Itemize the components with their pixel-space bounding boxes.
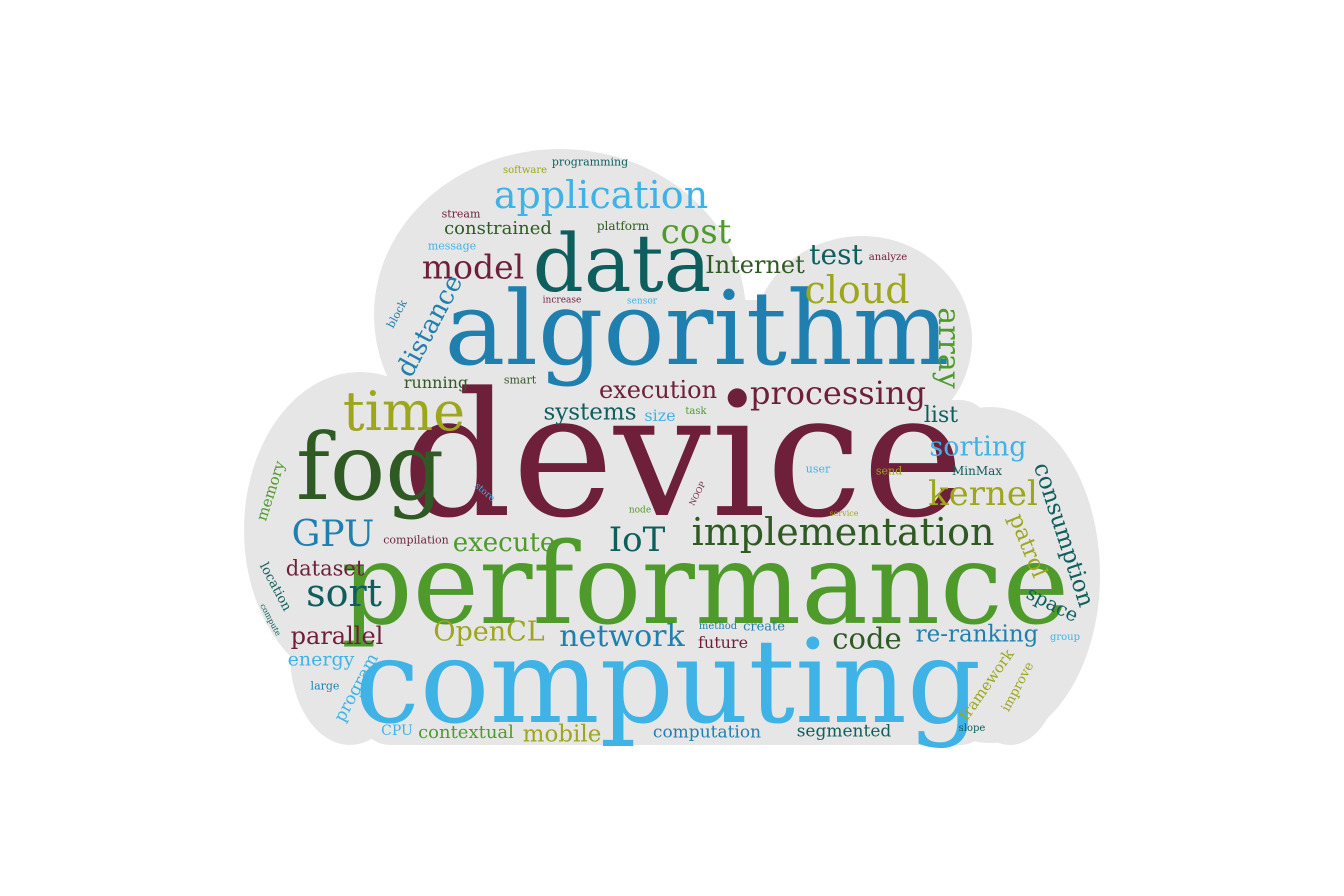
word-code: code [832, 621, 902, 656]
word-large: large [310, 679, 340, 693]
word-sorting: sorting [929, 431, 1027, 463]
word-cloud: cloud [804, 268, 910, 312]
word-running: running [403, 373, 469, 392]
word-task: task [685, 406, 707, 417]
word-cost: cost [660, 212, 732, 252]
word-create: create [743, 619, 785, 635]
word-GPU: GPU [291, 514, 375, 555]
word-test: test [809, 238, 863, 271]
word-service: service [829, 509, 859, 518]
word-computing: computing [354, 615, 982, 750]
word-Internet: Internet [705, 251, 805, 279]
word-CPU: CPU [381, 723, 413, 739]
word-array: array [931, 307, 966, 389]
word-size: size [644, 406, 676, 425]
word-performance: performance [340, 520, 1070, 650]
word-network: network [559, 619, 685, 654]
word-compilation: compilation [383, 533, 449, 547]
word-future: future [697, 633, 749, 652]
word-increase: increase [542, 295, 582, 306]
word-sensor: sensor [626, 296, 658, 307]
word-device: device [401, 355, 965, 556]
word-node: node [628, 505, 652, 516]
word-mobile: mobile [522, 721, 602, 748]
word-contextual: contextual [418, 722, 514, 743]
word-list: list [923, 403, 959, 428]
word-re-ranking: re-ranking [915, 621, 1039, 648]
word-kernel: kernel [928, 474, 1038, 514]
word-parallel: parallel [290, 622, 384, 650]
word-application: application [493, 173, 709, 217]
word-MinMax: MinMax [951, 464, 1003, 478]
word-user: user [805, 462, 831, 476]
word-implementation: implementation [691, 510, 995, 554]
word-method: method [698, 621, 738, 632]
word-group: group [1049, 632, 1081, 643]
word-data: data [532, 217, 712, 310]
word-time: time [342, 380, 466, 443]
word-message: message [427, 239, 477, 253]
word-software: software [502, 165, 548, 176]
word-model: model [421, 247, 525, 287]
word-sort: sort [306, 571, 382, 615]
word-slope: slope [958, 723, 986, 734]
word-send: send [875, 464, 903, 478]
word-algorithm: algorithm [444, 270, 950, 389]
word-platform: platform [596, 219, 650, 233]
word-IoT: IoT [608, 520, 666, 560]
word-programming: programming [551, 155, 629, 169]
word-systems: systems [543, 399, 637, 426]
word-computation: computation [652, 722, 762, 743]
word-energy: energy [287, 648, 355, 671]
word-processing: processing [749, 374, 927, 412]
word-stream: stream [441, 207, 481, 221]
word-constrained: constrained [444, 218, 552, 239]
word-analyze: analyze [868, 252, 908, 263]
word-fog: fog [295, 414, 445, 521]
word-segmented: segmented [796, 721, 892, 742]
word-execute: execute [452, 528, 556, 558]
word-smart: smart [503, 373, 537, 387]
word-dataset: dataset [285, 556, 365, 581]
word-execution: execution [598, 376, 718, 404]
word-OpenCL: OpenCL [433, 616, 545, 648]
